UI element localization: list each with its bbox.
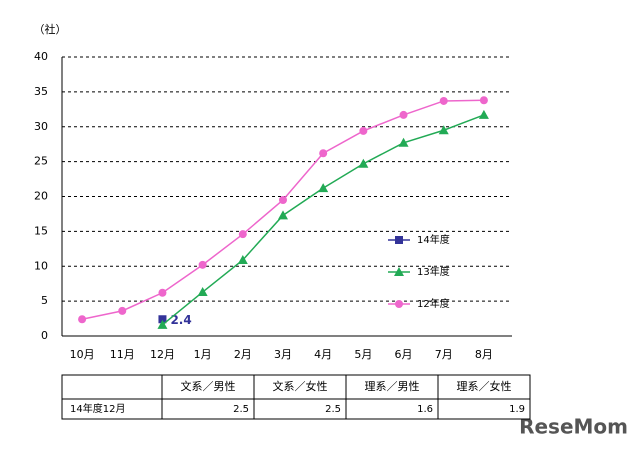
data-label: 2.4 bbox=[170, 313, 191, 327]
table-cell bbox=[61, 374, 163, 400]
y-tick-label: 25 bbox=[34, 155, 48, 168]
point bbox=[237, 254, 248, 264]
table-value: 1.6 bbox=[417, 404, 433, 415]
y-tick-label: 35 bbox=[34, 85, 48, 98]
point bbox=[399, 110, 408, 119]
point bbox=[157, 319, 168, 329]
point bbox=[478, 109, 489, 119]
y-tick-label: 10 bbox=[34, 259, 48, 272]
table-cell bbox=[437, 398, 531, 420]
point bbox=[438, 125, 449, 135]
point bbox=[197, 287, 208, 297]
y-tick-label: 40 bbox=[34, 50, 48, 63]
x-tick-label: 10月 bbox=[70, 348, 95, 361]
legend-label: 13年度 bbox=[417, 265, 450, 278]
point bbox=[198, 260, 207, 269]
point bbox=[395, 236, 403, 244]
point bbox=[395, 300, 403, 308]
x-tick-label: 5月 bbox=[354, 348, 372, 361]
x-tick-label: 7月 bbox=[435, 348, 453, 361]
x-tick-label: 4月 bbox=[314, 348, 332, 361]
y-tick-label: 15 bbox=[34, 224, 48, 237]
table-value: 1.9 bbox=[509, 404, 525, 415]
x-tick-label: 6月 bbox=[395, 348, 413, 361]
y-unit: （社） bbox=[34, 22, 67, 36]
y-tick-label: 20 bbox=[34, 190, 48, 203]
x-tick-label: 2月 bbox=[234, 348, 252, 361]
table-value: 2.5 bbox=[233, 404, 249, 415]
y-tick-label: 5 bbox=[41, 294, 48, 307]
point bbox=[318, 183, 329, 193]
point bbox=[479, 96, 488, 105]
y-tick-label: 30 bbox=[34, 120, 48, 133]
point bbox=[358, 158, 369, 168]
table-value: 2.5 bbox=[325, 404, 341, 415]
point bbox=[394, 267, 404, 276]
point bbox=[78, 315, 87, 324]
x-tick-label: 8月 bbox=[475, 348, 493, 361]
table-header: 理系／男性 bbox=[365, 379, 420, 393]
legend-label: 14年度 bbox=[417, 233, 450, 246]
point bbox=[319, 149, 328, 158]
x-tick-label: 1月 bbox=[194, 348, 212, 361]
x-tick-label: 3月 bbox=[274, 348, 292, 361]
point bbox=[118, 306, 127, 315]
row-label: 14年度12月 bbox=[70, 402, 125, 415]
point bbox=[439, 96, 448, 105]
point bbox=[238, 230, 247, 239]
legend-label: 12年度 bbox=[417, 297, 450, 310]
point bbox=[158, 288, 167, 297]
table-header: 文系／女性 bbox=[273, 379, 328, 393]
point bbox=[359, 126, 368, 135]
watermark: ReseMom bbox=[519, 415, 628, 439]
point bbox=[398, 137, 409, 147]
x-tick-label: 11月 bbox=[110, 348, 135, 361]
table-header: 文系／男性 bbox=[181, 379, 236, 393]
table-header: 理系／女性 bbox=[457, 379, 512, 393]
point bbox=[278, 210, 288, 220]
point bbox=[279, 195, 287, 204]
y-tick-label: 0 bbox=[41, 329, 48, 342]
point bbox=[158, 315, 167, 324]
x-tick-label: 12月 bbox=[150, 348, 175, 361]
